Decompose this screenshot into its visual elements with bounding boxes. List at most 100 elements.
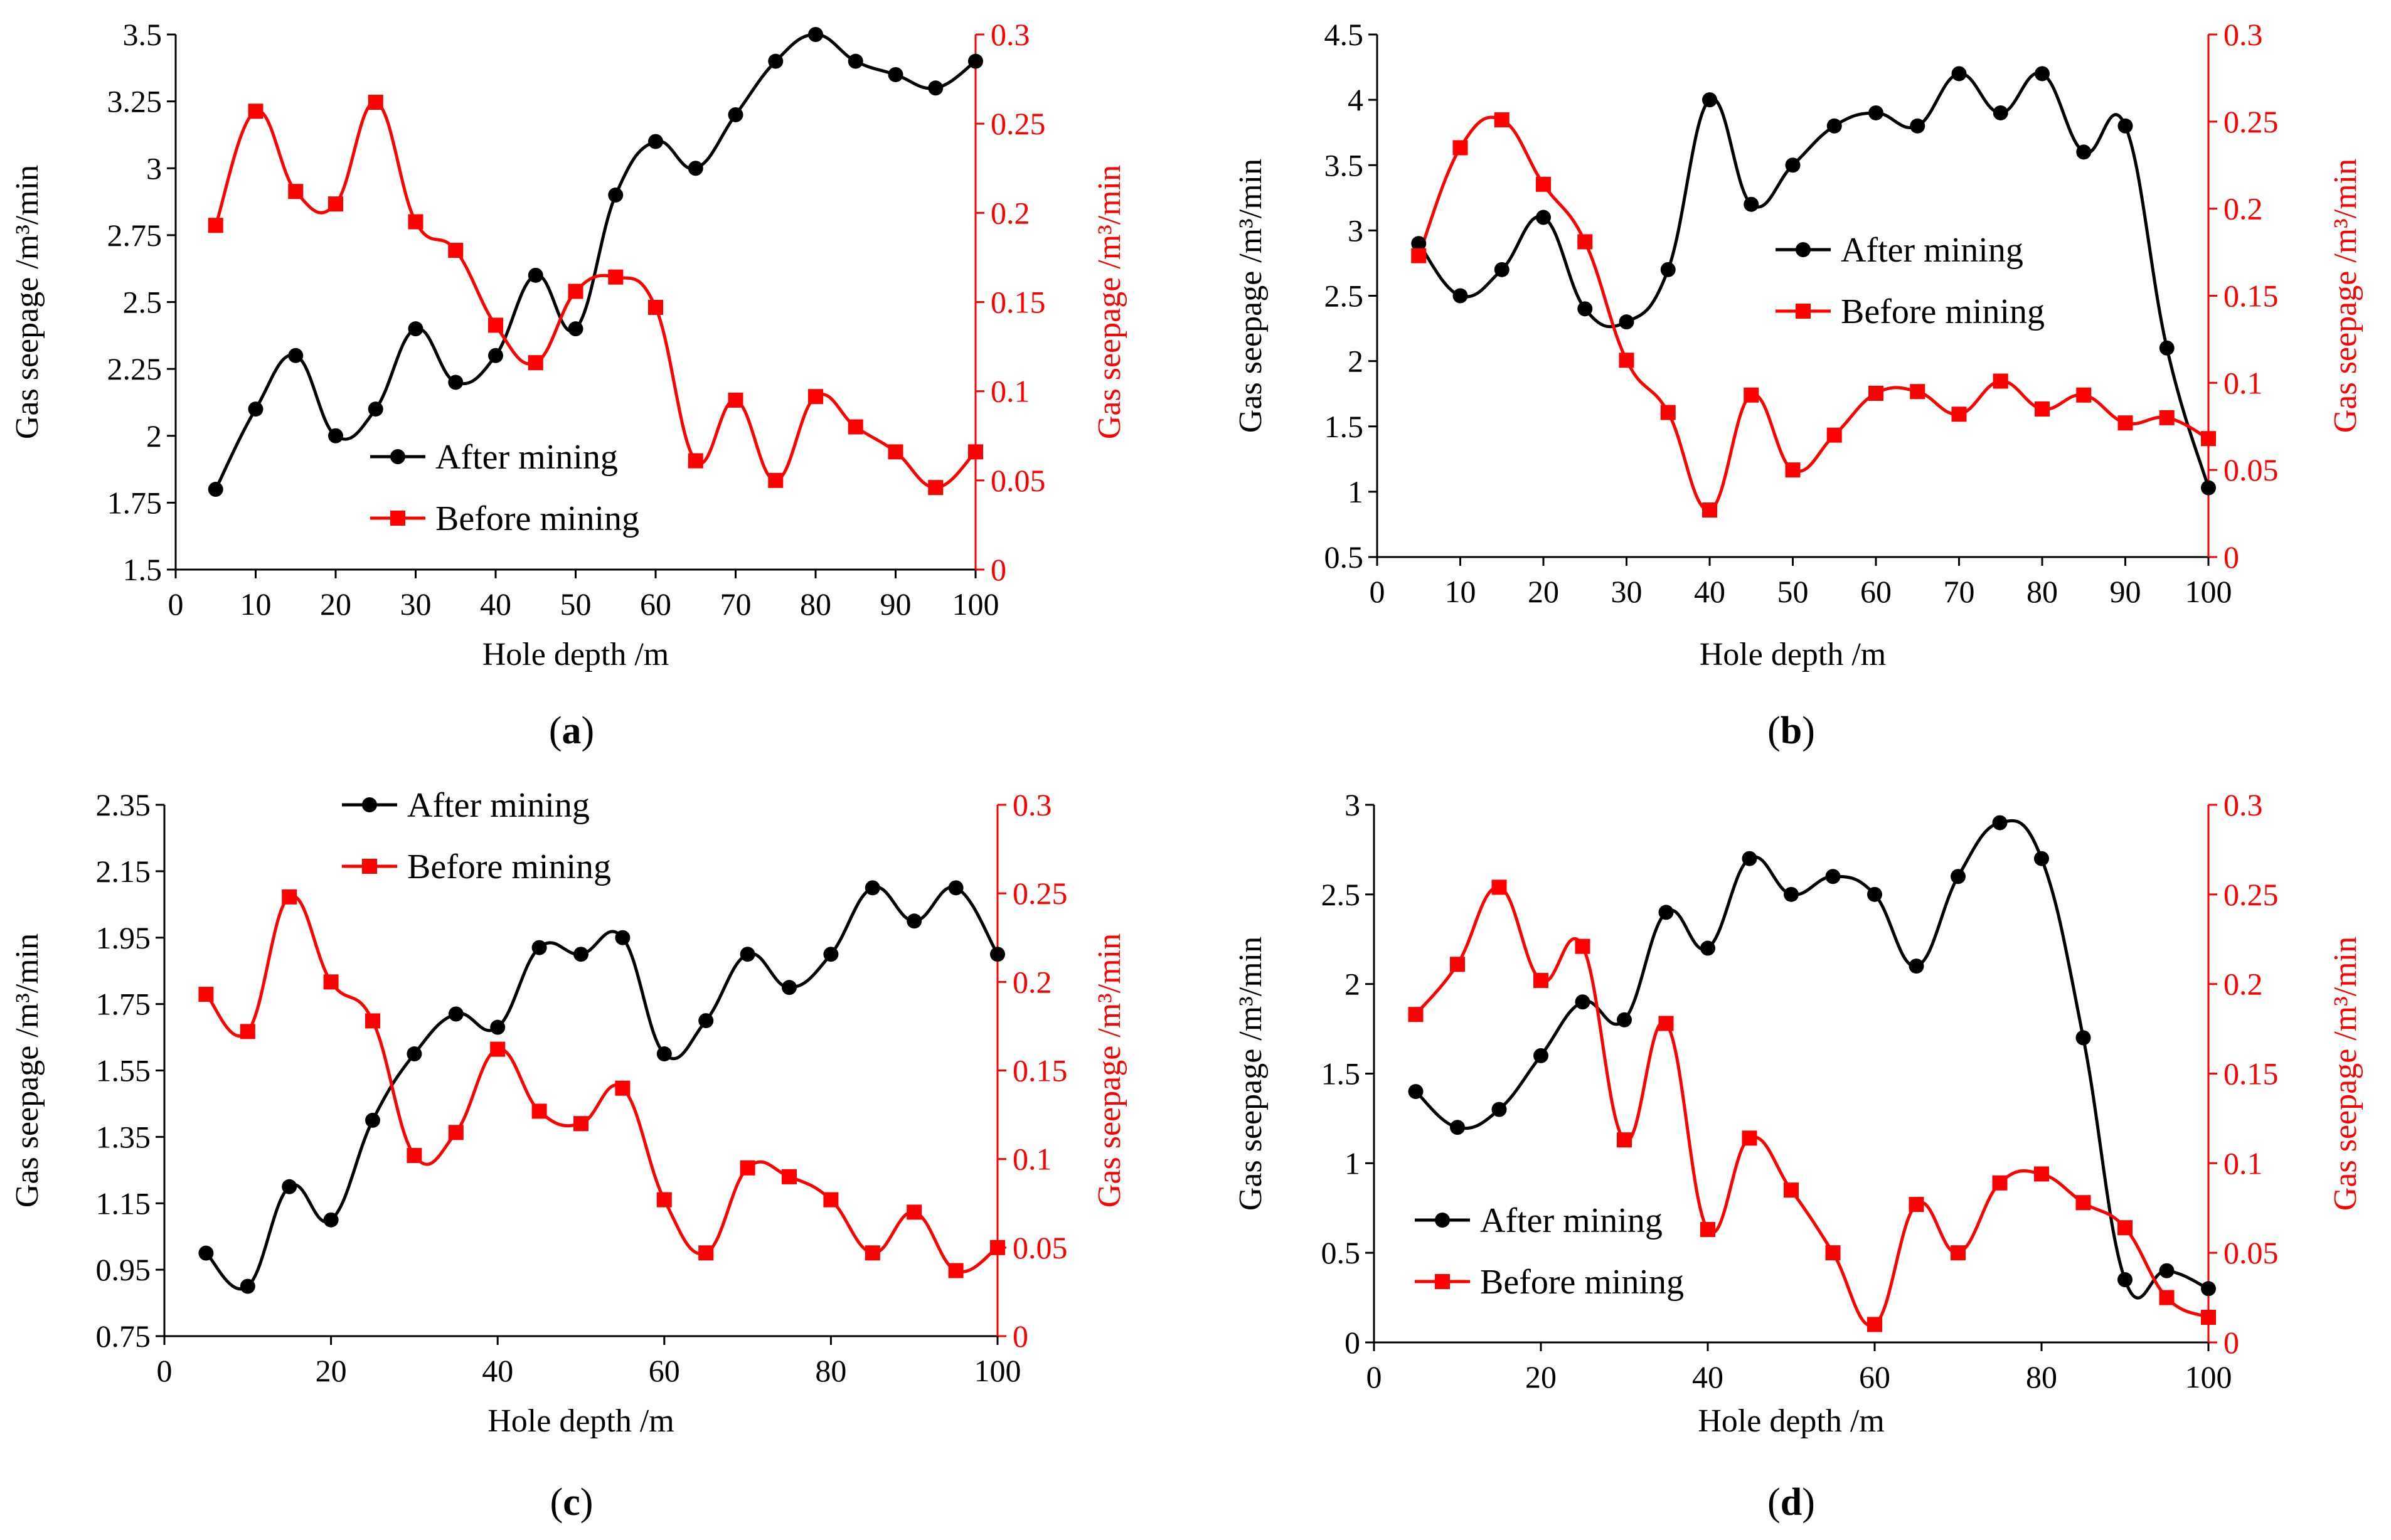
before-mining-point [488, 317, 503, 333]
left-tick-label: 1.55 [96, 1053, 151, 1088]
before-mining-point [823, 1192, 839, 1208]
after-mining-point [328, 428, 343, 443]
legend-before-mining-marker [362, 859, 377, 874]
after-mining-point [2201, 480, 2216, 496]
right-y-axis-label: Gas seepage /m³/min [2328, 159, 2363, 433]
x-tick-label: 100 [952, 587, 999, 622]
right-tick-label: 0.15 [1013, 1053, 1068, 1088]
after-mining-point [288, 348, 304, 363]
after-mining-point [968, 53, 983, 69]
right-tick-label: 0.1 [2223, 365, 2263, 400]
after-mining-point [808, 27, 823, 42]
x-tick-label: 50 [560, 587, 592, 622]
after-mining-point [656, 1046, 672, 1062]
before-mining-point [448, 1125, 464, 1140]
after-mining-point [488, 348, 503, 363]
after-mining-point [648, 134, 663, 149]
legend-before-mining-marker [390, 511, 405, 526]
right-tick-label: 0.05 [1013, 1230, 1068, 1265]
x-tick-label: 20 [316, 1353, 347, 1388]
right-tick-label: 0.05 [2223, 452, 2279, 487]
after-mining-point [248, 401, 264, 417]
right-tick-label: 0.3 [2223, 17, 2263, 52]
before-mining-point [2076, 387, 2092, 403]
before-mining-point [648, 300, 663, 316]
before-mining-point [1910, 384, 1925, 400]
before-mining-point [1867, 1317, 1882, 1332]
left-y-axis-label: Gas seepage /m³/min [1233, 159, 1269, 433]
before-mining-point [1951, 1245, 1966, 1261]
before-mining-point [782, 1169, 797, 1184]
right-y-axis-label: Gas seepage /m³/min [1092, 933, 1127, 1208]
right-tick-label: 0.15 [2223, 1056, 2279, 1091]
right-tick-label: 0.15 [2223, 279, 2279, 314]
x-tick-label: 0 [168, 587, 184, 622]
x-tick-label: 30 [1611, 574, 1643, 609]
before-mining-point [2117, 415, 2133, 431]
left-tick-label: 1.35 [96, 1119, 151, 1154]
left-tick-label: 0.5 [1321, 1235, 1361, 1270]
after-mining-point [408, 321, 423, 337]
left-y-axis-label: Gas seepage /m³/min [9, 165, 45, 439]
x-tick-label: 20 [1525, 1359, 1557, 1394]
before-mining-point [1577, 234, 1593, 250]
x-tick-label: 90 [880, 587, 912, 622]
before-mining-point [1408, 1007, 1424, 1022]
left-tick-label: 3 [1348, 213, 1363, 248]
before-mining-point [208, 218, 223, 233]
x-tick-label: 100 [2185, 574, 2232, 609]
before-mining-point [990, 1240, 1005, 1255]
after-mining-point [865, 880, 880, 896]
right-tick-label: 0 [991, 552, 1006, 587]
before-mining-point [907, 1204, 922, 1220]
left-tick-label: 3 [1345, 787, 1360, 822]
legend-before-mining-marker [1435, 1274, 1450, 1289]
x-axis-label: Hole depth /m [487, 1403, 674, 1439]
before-mining-point [408, 214, 423, 230]
after-mining-point [823, 947, 839, 962]
after-mining-point [768, 53, 784, 69]
before-mining-point [2201, 1310, 2216, 1325]
after-mining-point [688, 161, 703, 176]
right-tick-label: 0.15 [991, 285, 1046, 320]
before-mining-point [573, 1116, 588, 1132]
left-tick-label: 1.5 [1321, 1056, 1361, 1091]
before-mining-point [2035, 401, 2050, 417]
after-mining-point [1909, 959, 1924, 974]
after-mining-point [1577, 301, 1593, 317]
legend-before-mining-label: Before mining [435, 499, 639, 538]
left-tick-label: 2.75 [107, 218, 162, 253]
after-mining-point [1825, 869, 1841, 884]
before-mining-point [323, 974, 339, 990]
left-tick-label: 2.25 [107, 351, 162, 386]
left-tick-label: 3.25 [107, 84, 162, 119]
after-mining-point [1411, 236, 1427, 252]
right-tick-label: 0.2 [2223, 967, 2263, 1002]
before-mining-point [1785, 462, 1801, 478]
after-mining-point [208, 482, 223, 497]
right-tick-label: 0.25 [991, 106, 1046, 141]
before-mining-point [1658, 1016, 1674, 1031]
left-tick-label: 2 [1348, 344, 1363, 379]
after-mining-point [1536, 210, 1551, 225]
x-tick-label: 0 [157, 1353, 173, 1388]
legend-after-mining-label: After mining [1480, 1201, 1663, 1240]
after-mining-point [2117, 118, 2133, 134]
before-mining-line [1414, 885, 2210, 1327]
after-mining-point [282, 1179, 297, 1194]
after-mining-point [573, 947, 588, 962]
after-mining-point [1993, 105, 2008, 120]
before-mining-point [1575, 938, 1590, 954]
legend-after-mining-label: After mining [435, 438, 618, 477]
before-mining-point [198, 987, 214, 1002]
left-tick-label: 1 [1345, 1145, 1360, 1181]
right-tick-label: 0.2 [2223, 191, 2263, 226]
left-tick-label: 2 [1345, 967, 1360, 1002]
right-tick-label: 0.3 [2223, 787, 2263, 822]
before-mining-point [531, 1103, 547, 1119]
after-mining-point [1742, 851, 1757, 866]
after-mining-point [1868, 105, 1883, 120]
after-mining-point [990, 947, 1005, 962]
before-mining-point [615, 1080, 631, 1096]
left-tick-label: 2 [146, 418, 162, 454]
